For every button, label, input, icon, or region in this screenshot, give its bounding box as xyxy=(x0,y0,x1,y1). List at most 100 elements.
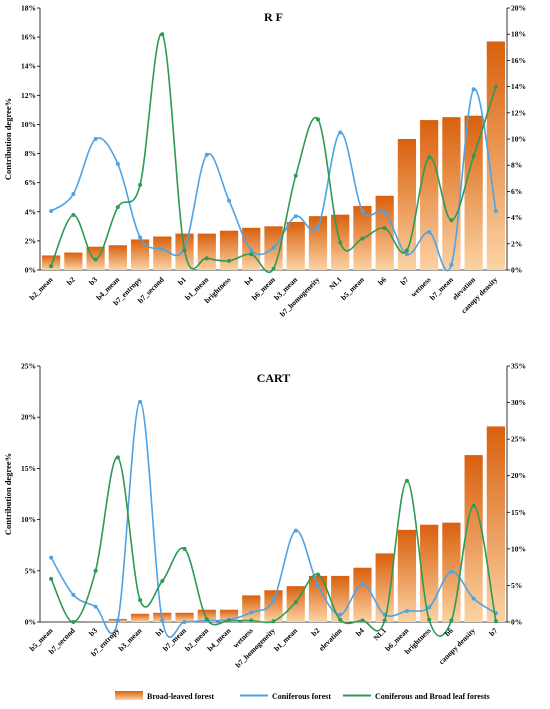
point-coniferous xyxy=(360,209,365,214)
point-coniferous xyxy=(338,130,343,135)
category-label: b5_mean xyxy=(339,274,367,302)
legend-swatch-broad-leaved xyxy=(115,691,143,700)
point-mixed xyxy=(115,455,120,460)
point-coniferous xyxy=(315,224,320,229)
point-mixed xyxy=(271,266,276,271)
point-coniferous xyxy=(360,581,365,586)
left-tick-label: 5% xyxy=(25,566,36,575)
point-coniferous xyxy=(49,555,54,560)
left-tick-label: 6% xyxy=(25,178,36,187)
bar-broad-leaved xyxy=(308,216,328,270)
bar-broad-leaved xyxy=(219,230,239,270)
point-coniferous xyxy=(449,262,454,267)
legend-label-coniferous: Coniferous forest xyxy=(272,692,331,701)
bar-broad-leaved xyxy=(375,195,394,270)
left-tick-label: 10% xyxy=(21,120,36,129)
point-mixed xyxy=(204,617,209,622)
point-coniferous xyxy=(293,528,298,533)
point-coniferous xyxy=(449,569,454,574)
bar-broad-leaved xyxy=(486,41,505,270)
point-mixed xyxy=(404,248,409,253)
bar-broad-leaved xyxy=(130,239,150,270)
category-label: b3_mean xyxy=(116,625,144,653)
right-tick-label: 30% xyxy=(511,398,526,407)
point-mixed xyxy=(427,617,432,622)
left-tick-label: 10% xyxy=(21,515,36,524)
left-tick-label: 18% xyxy=(21,4,36,13)
point-coniferous xyxy=(49,209,54,214)
point-coniferous xyxy=(249,248,254,253)
category-label: NL1 xyxy=(372,626,389,643)
point-coniferous xyxy=(138,235,143,240)
right-tick-label: 15% xyxy=(511,508,526,517)
y-axis-label: Contribution degree% xyxy=(3,98,13,180)
left-tick-label: 25% xyxy=(21,362,36,371)
bar-broad-leaved xyxy=(108,245,127,270)
bar-broad-leaved xyxy=(175,612,194,622)
category-label: b2_mean xyxy=(28,274,56,302)
point-mixed xyxy=(404,478,409,483)
point-coniferous xyxy=(427,605,432,610)
point-coniferous xyxy=(115,161,120,166)
category-label: b7_homogeneity xyxy=(233,626,277,670)
chart-panel-2: CART 0% 5% 10% 15% 20% 25% 0% 5% 10% 15% 20% 25% 30% 3… xyxy=(3,362,526,670)
bar-broad-leaved xyxy=(464,115,483,270)
right-tick-label: 20% xyxy=(511,471,526,480)
point-mixed xyxy=(227,258,232,263)
point-coniferous xyxy=(227,198,232,203)
legend-label-mixed: Coniferous and Broad leaf forests xyxy=(375,692,490,701)
point-coniferous xyxy=(382,210,387,215)
point-mixed xyxy=(93,257,98,262)
bar-broad-leaved xyxy=(130,613,150,622)
point-coniferous xyxy=(138,399,143,404)
right-tick-label: 18% xyxy=(511,30,526,39)
point-mixed xyxy=(182,248,187,253)
point-mixed xyxy=(449,218,454,223)
series-line-coniferous xyxy=(50,88,497,272)
right-tick-label: 5% xyxy=(511,581,522,590)
category-label: b3 xyxy=(87,626,99,638)
left-tick-label: 16% xyxy=(21,33,36,42)
point-mixed xyxy=(338,617,343,622)
point-mixed xyxy=(249,618,254,623)
point-mixed xyxy=(493,619,498,624)
point-coniferous xyxy=(338,612,343,617)
right-tick-label: 6% xyxy=(511,187,522,196)
bar-broad-leaved xyxy=(442,117,461,271)
left-tick-label: 4% xyxy=(25,207,36,216)
bar-broad-leaved xyxy=(153,236,172,270)
point-coniferous xyxy=(271,598,276,603)
right-tick-label: 14% xyxy=(511,82,526,91)
category-label: b6 xyxy=(443,626,455,638)
point-coniferous xyxy=(93,604,98,609)
left-tick-label: 0% xyxy=(25,266,36,275)
right-tick-label: 35% xyxy=(511,362,526,371)
category-label: b7 xyxy=(487,626,499,638)
point-coniferous xyxy=(404,252,409,257)
category-label: b4_mean xyxy=(205,625,233,653)
point-mixed xyxy=(382,226,387,231)
point-mixed xyxy=(160,32,165,37)
category-label: b7_mean xyxy=(428,274,456,302)
chart-title: R F xyxy=(264,10,283,24)
left-tick-label: 0% xyxy=(25,618,36,627)
point-mixed xyxy=(338,240,343,245)
bar-broad-leaved xyxy=(242,595,261,622)
point-mixed xyxy=(93,568,98,573)
point-mixed xyxy=(49,264,54,269)
bar-broad-leaved xyxy=(64,252,83,270)
right-tick-label: 20% xyxy=(511,4,526,13)
right-tick-label: 16% xyxy=(511,56,526,65)
left-tick-label: 15% xyxy=(21,464,36,473)
right-tick-label: 25% xyxy=(511,435,526,444)
bar-broad-leaved xyxy=(375,553,394,622)
left-tick-label: 14% xyxy=(21,62,36,71)
point-coniferous xyxy=(315,583,320,588)
legend-label-broad-leaved: Broad-leaved forest xyxy=(147,692,214,701)
category-label: b7_homogeneity xyxy=(278,275,322,319)
chart-title: CART xyxy=(257,371,291,385)
point-coniferous xyxy=(293,214,298,219)
point-coniferous xyxy=(160,247,165,252)
point-mixed xyxy=(493,84,498,89)
